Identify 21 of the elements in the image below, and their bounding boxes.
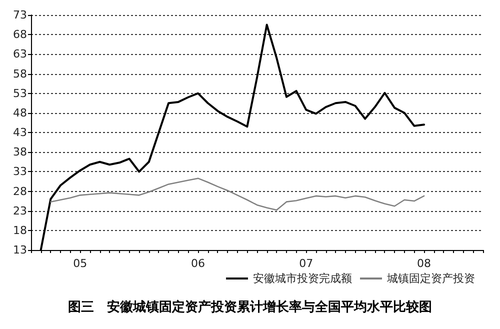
x-tick-label: 07: [299, 257, 314, 270]
y-tick-label: 58: [13, 67, 27, 80]
x-tick-label: 08: [417, 257, 432, 270]
y-tick-label: 63: [13, 48, 27, 61]
legend-label: 城镇固定资产投资: [386, 272, 475, 285]
y-tick-label: 68: [13, 28, 27, 42]
line-series: [50, 178, 425, 211]
x-tick-label: 06: [191, 257, 206, 270]
y-tick-label: 23: [13, 204, 27, 218]
x-tick-label: 05: [73, 257, 88, 270]
y-tick-label: 33: [13, 165, 27, 178]
y-tick-label: 28: [13, 184, 27, 198]
y-tick-label: 38: [13, 146, 27, 159]
legend-label: 安徽城市投资完成额: [253, 272, 352, 285]
text: 图三 安徽城镇固定资产投资累计增长率与全国平均水平比较图: [68, 299, 432, 315]
y-tick-label: 18: [13, 224, 27, 237]
y-tick-label: 13: [13, 244, 27, 256]
y-tick-label: 73: [13, 8, 27, 22]
y-tick-label: 53: [13, 86, 27, 100]
y-tick-label: 43: [13, 126, 27, 139]
y-tick-label: 48: [13, 106, 27, 120]
